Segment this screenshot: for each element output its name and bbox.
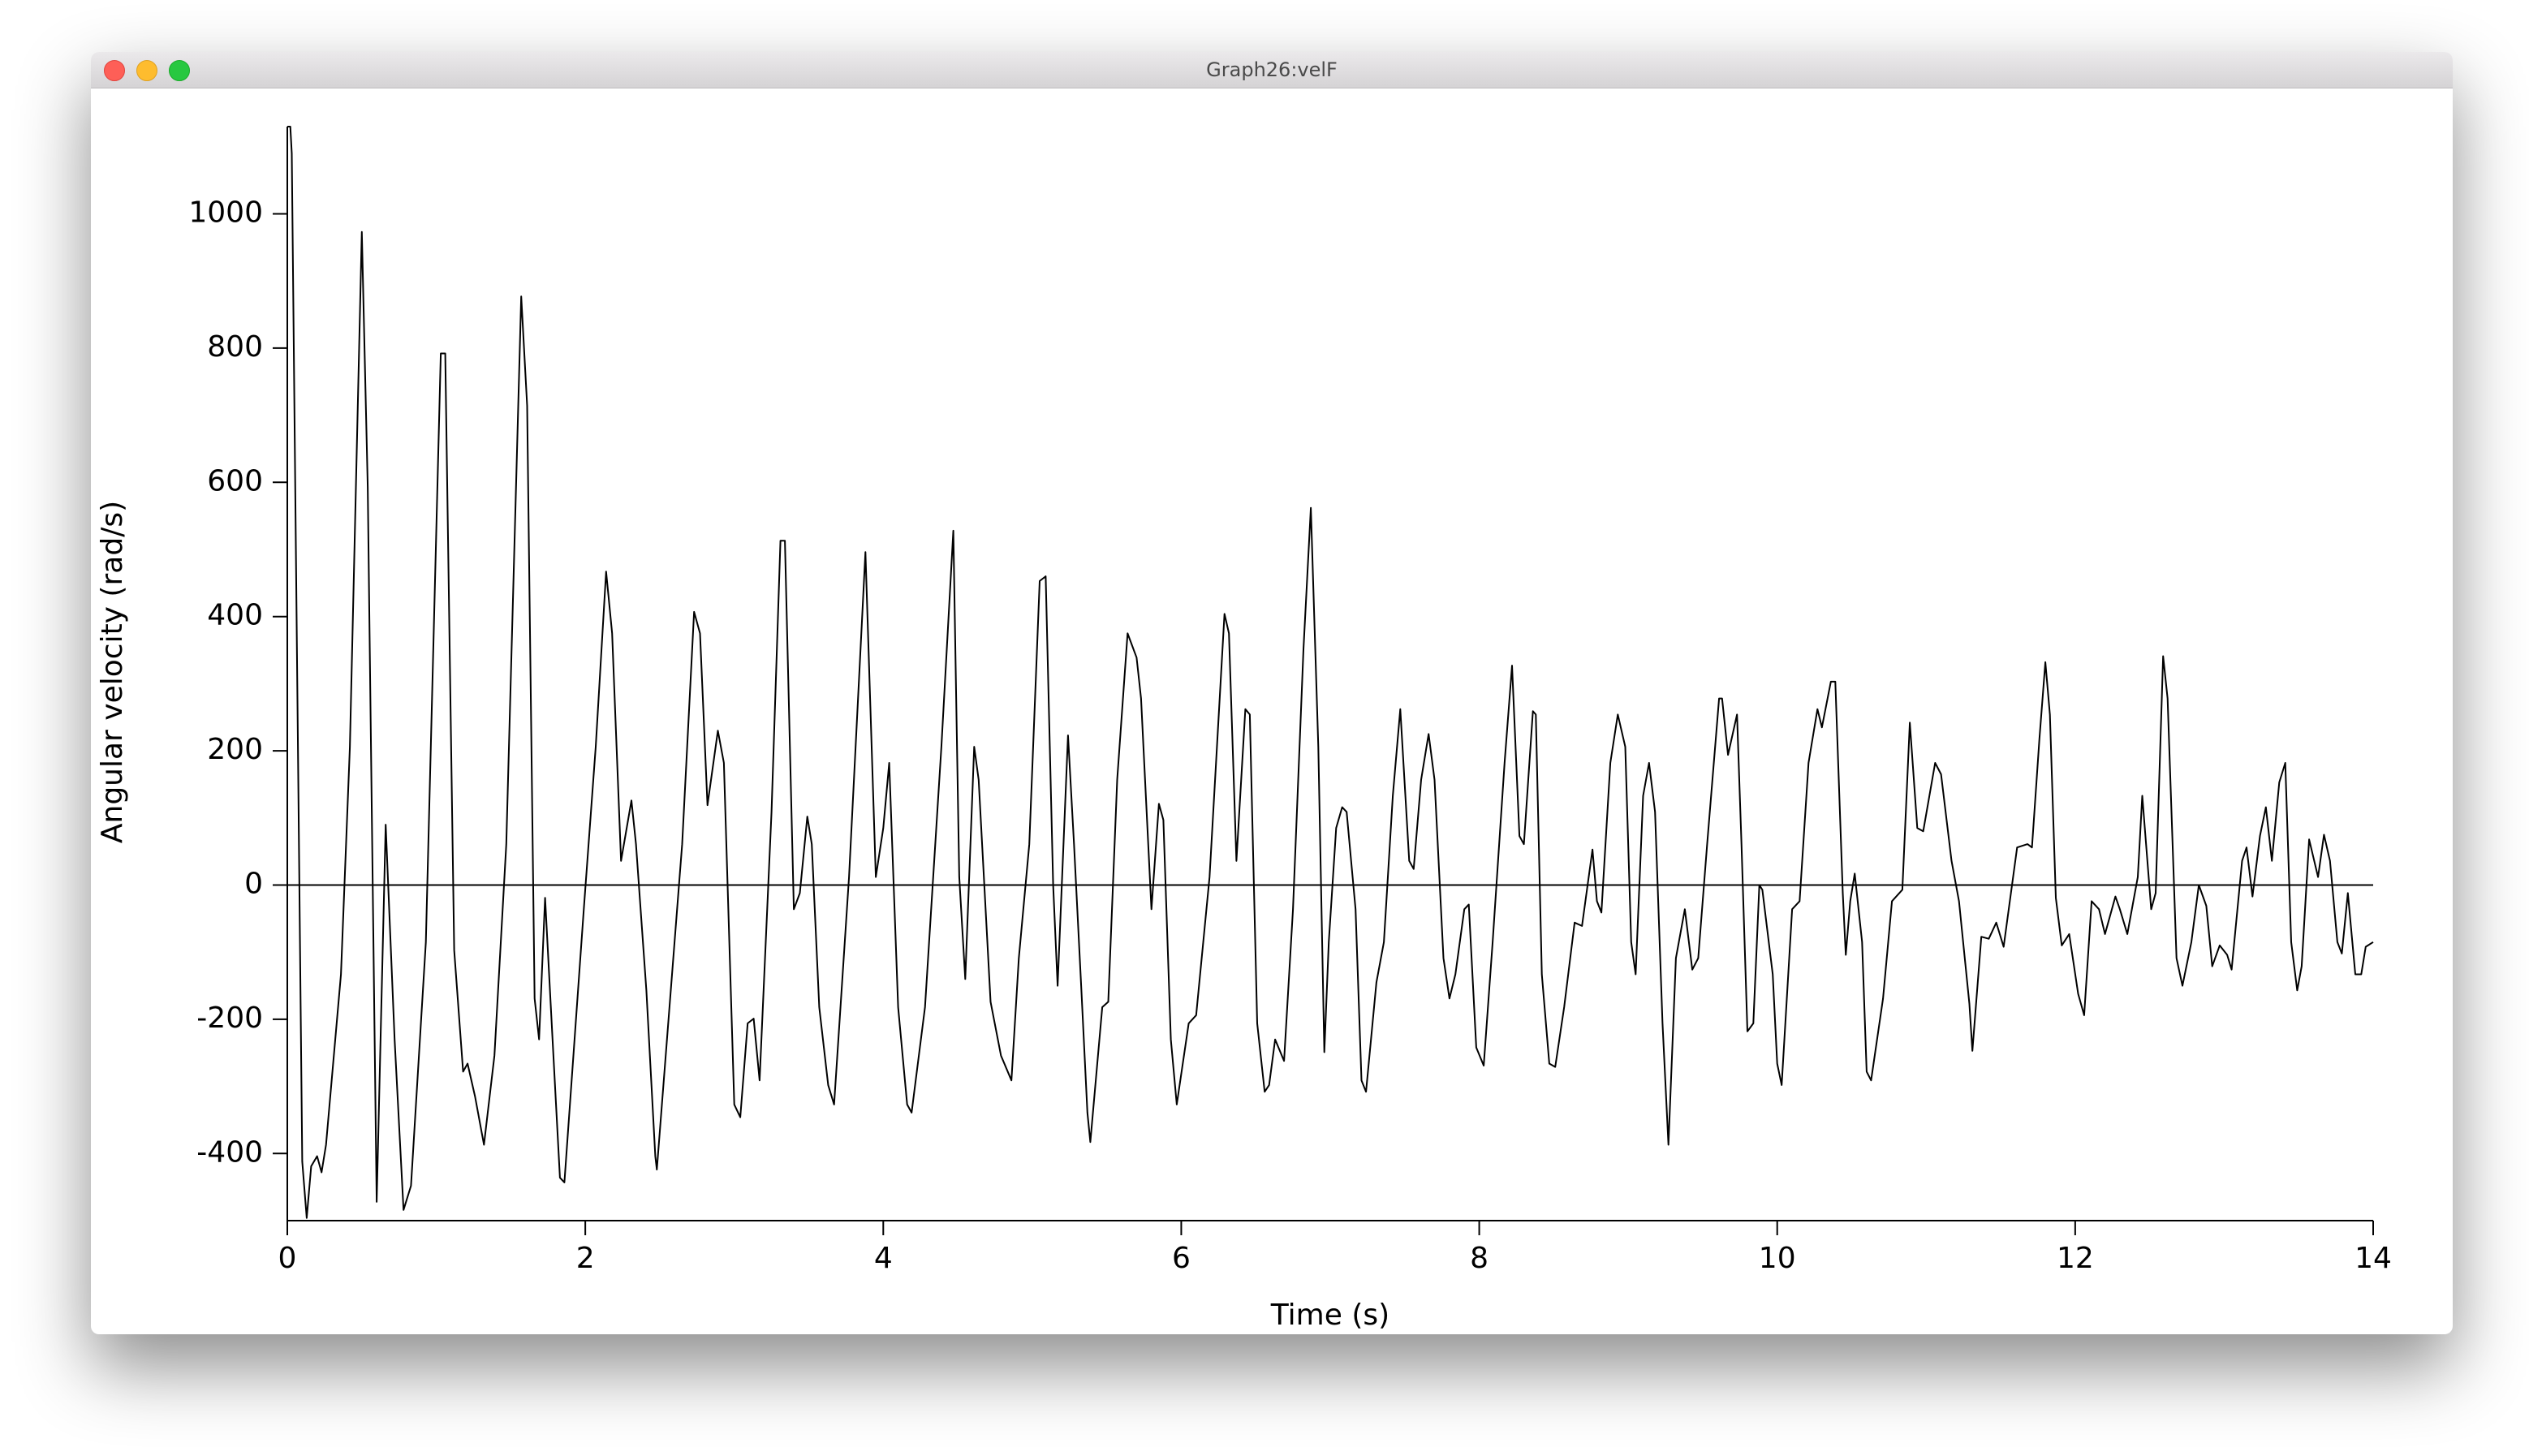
y-axis-title: Angular velocity (rad/s): [96, 501, 129, 843]
title-bar: Graph26:velF: [91, 52, 2453, 88]
y-tick-label: 1000: [188, 196, 263, 230]
close-button[interactable]: [104, 60, 125, 81]
y-tick-label: 400: [207, 599, 263, 632]
x-tick-label: 4: [874, 1242, 893, 1275]
zoom-button[interactable]: [169, 60, 190, 81]
x-tick-label: 8: [1470, 1242, 1489, 1275]
window: Graph26:velF Angular velocity (rad/s) Ti…: [91, 52, 2453, 1334]
x-tick-label: 0: [278, 1242, 297, 1275]
data-line: [287, 126, 2374, 1219]
y-tick-label: 800: [207, 330, 263, 364]
window-title: Graph26:velF: [1206, 58, 1338, 81]
chart: Angular velocity (rad/s) Time (s) -400 -2…: [96, 126, 2392, 1332]
x-tick-label: 6: [1172, 1242, 1191, 1275]
y-tick-label: 600: [207, 464, 263, 498]
y-tick-label: -400: [196, 1135, 263, 1169]
x-tick-label: 10: [1759, 1242, 1796, 1275]
y-tick-label: 200: [207, 733, 263, 766]
x-tick-label: 2: [576, 1242, 595, 1275]
y-tick-label: 0: [244, 868, 263, 901]
x-tick-label: 12: [2057, 1242, 2094, 1275]
minimize-button[interactable]: [136, 60, 157, 81]
x-axis-title: Time (s): [1270, 1299, 1389, 1332]
y-tick-label: -200: [196, 1002, 263, 1035]
x-tick-label: 14: [2355, 1242, 2392, 1275]
